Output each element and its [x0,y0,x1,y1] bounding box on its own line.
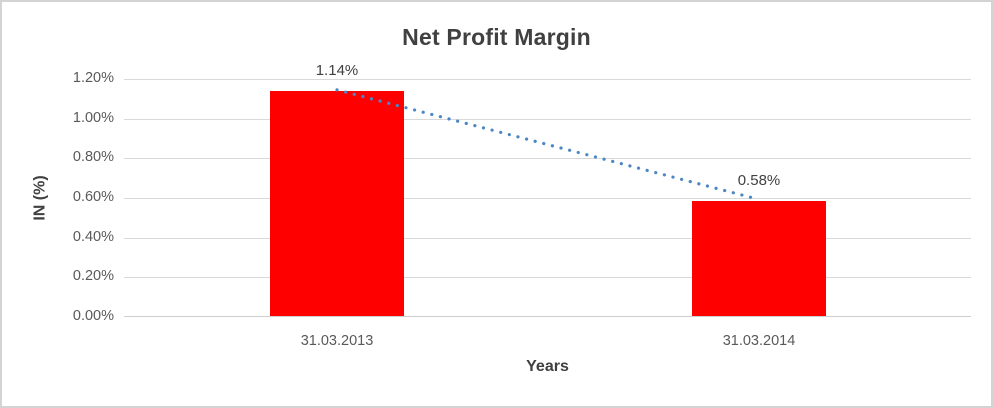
plot-area: 1.14% 0.58% 31.03.2013 31.03.2014 [124,62,971,349]
gridline [124,79,971,80]
x-category-label: 31.03.2013 [300,333,374,349]
bar-31-03-2013 [270,90,404,316]
gridline [124,277,971,279]
gridline [124,237,971,239]
chart-title: Net Profit Margin [402,24,591,50]
x-category-label: 31.03.2014 [722,333,796,349]
y-tick-label: 0.60% [72,189,114,205]
gridline [124,158,971,160]
gridline [124,118,971,120]
y-tick-label: 0.40% [72,229,114,245]
y-tick-label: 1.00% [72,110,114,126]
y-tick-label: 0.00% [72,308,114,324]
y-tick-label: 0.20% [72,268,114,284]
bar-data-label: 0.58% [737,172,781,190]
y-tick-label: 0.80% [72,149,114,165]
bar-data-label: 1.14% [315,61,359,79]
y-tick-label: 1.20% [72,70,114,86]
gridline [124,316,971,317]
bar-31-03-2014 [692,201,826,316]
x-axis-title: Years [526,358,569,375]
gridline [124,198,971,199]
